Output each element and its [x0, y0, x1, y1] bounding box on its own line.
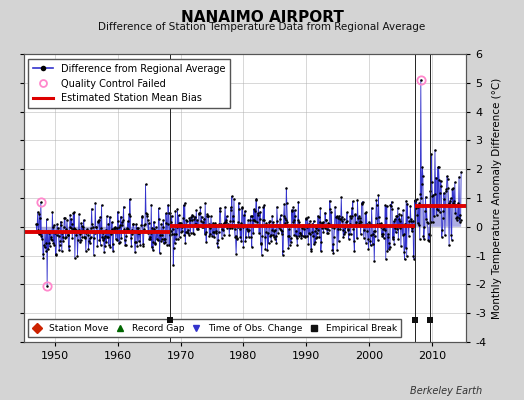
Y-axis label: Monthly Temperature Anomaly Difference (°C): Monthly Temperature Anomaly Difference (…: [492, 77, 502, 319]
Text: Difference of Station Temperature Data from Regional Average: Difference of Station Temperature Data f…: [99, 22, 425, 32]
Text: Berkeley Earth: Berkeley Earth: [410, 386, 482, 396]
Legend: Station Move, Record Gap, Time of Obs. Change, Empirical Break: Station Move, Record Gap, Time of Obs. C…: [28, 320, 401, 338]
Text: NANAIMO AIRPORT: NANAIMO AIRPORT: [181, 10, 343, 25]
